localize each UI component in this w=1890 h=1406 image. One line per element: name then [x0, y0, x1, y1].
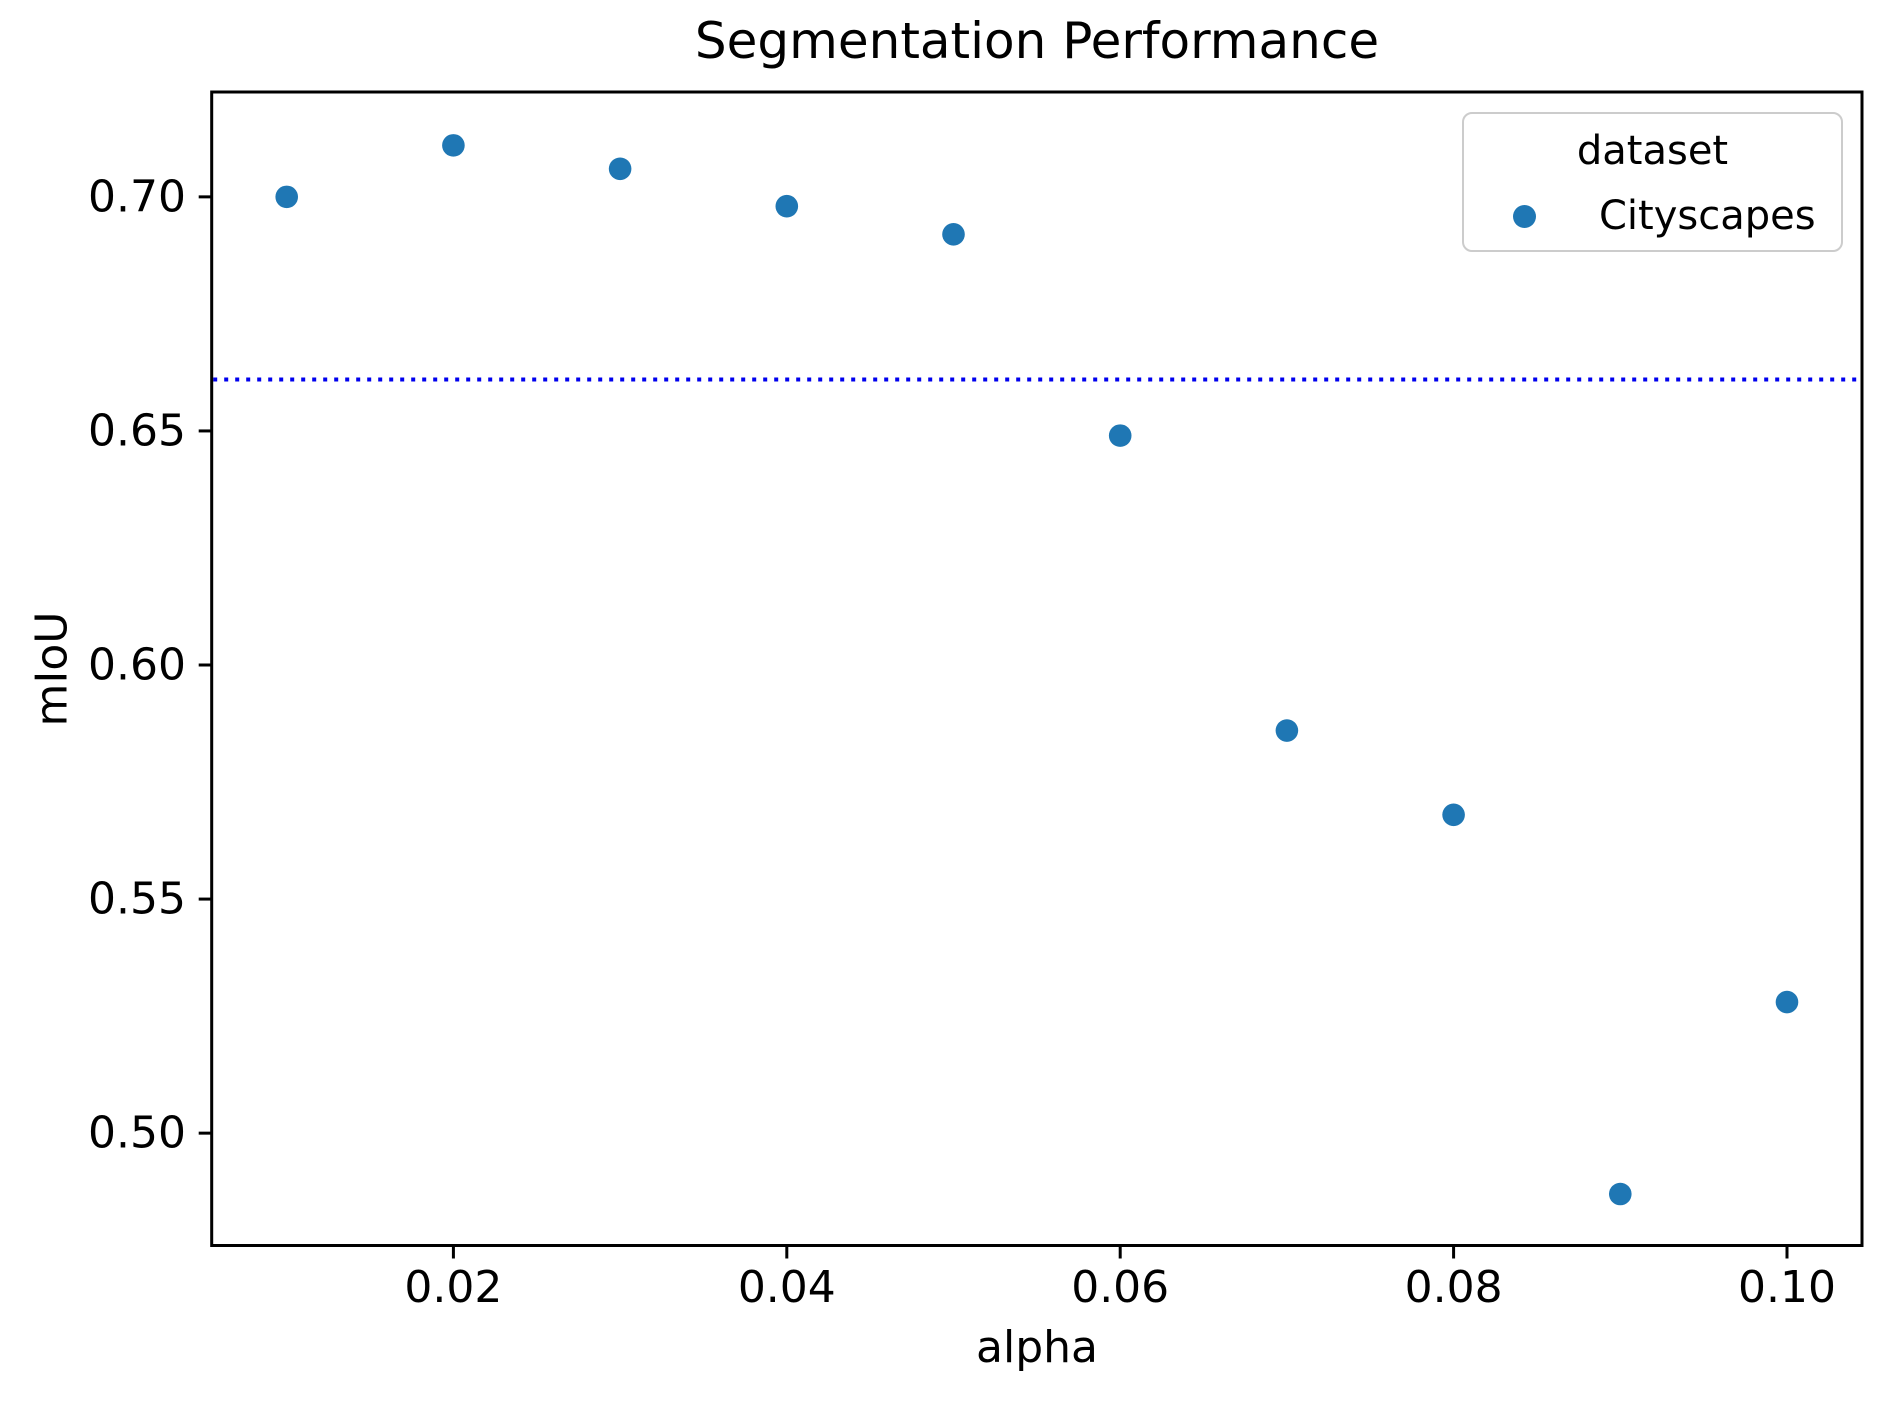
data-point: [1108, 424, 1132, 447]
y-tick-label: 0.50: [88, 1107, 186, 1159]
x-tick-label: 0.02: [404, 1262, 503, 1313]
legend: dataset Cityscapes: [1462, 112, 1843, 252]
y-tick-label: 0.55: [88, 873, 186, 925]
x-tick-label: 0.08: [1404, 1262, 1503, 1313]
data-point: [275, 185, 299, 209]
x-tick-label: 0.04: [737, 1262, 836, 1313]
data-point: [775, 194, 799, 218]
x-tick-label: 0.06: [1071, 1262, 1170, 1313]
axes-spines: [210, 90, 1864, 1247]
scatter-marker-icon: [1513, 204, 1536, 228]
data-point: [1442, 803, 1465, 827]
y-tick-label: 0.60: [88, 639, 186, 691]
legend-title: dataset: [1576, 128, 1729, 174]
y-tick-label: 0.65: [88, 405, 186, 457]
data-point: [1275, 719, 1299, 742]
legend-entry-cityscapes: Cityscapes: [1513, 193, 1816, 239]
data-point: [942, 223, 965, 246]
data-point: [1775, 990, 1799, 1014]
chart-title: Segmentation Performance: [694, 12, 1380, 70]
legend-entry-label: Cityscapes: [1599, 193, 1816, 239]
data-point: [1608, 1182, 1632, 1206]
data-point: [442, 134, 465, 157]
x-tick-label: 0.10: [1738, 1262, 1836, 1313]
y-tick-label: 0.70: [88, 171, 186, 223]
x-axis-label: alpha: [976, 1322, 1098, 1373]
data-point: [608, 157, 632, 181]
